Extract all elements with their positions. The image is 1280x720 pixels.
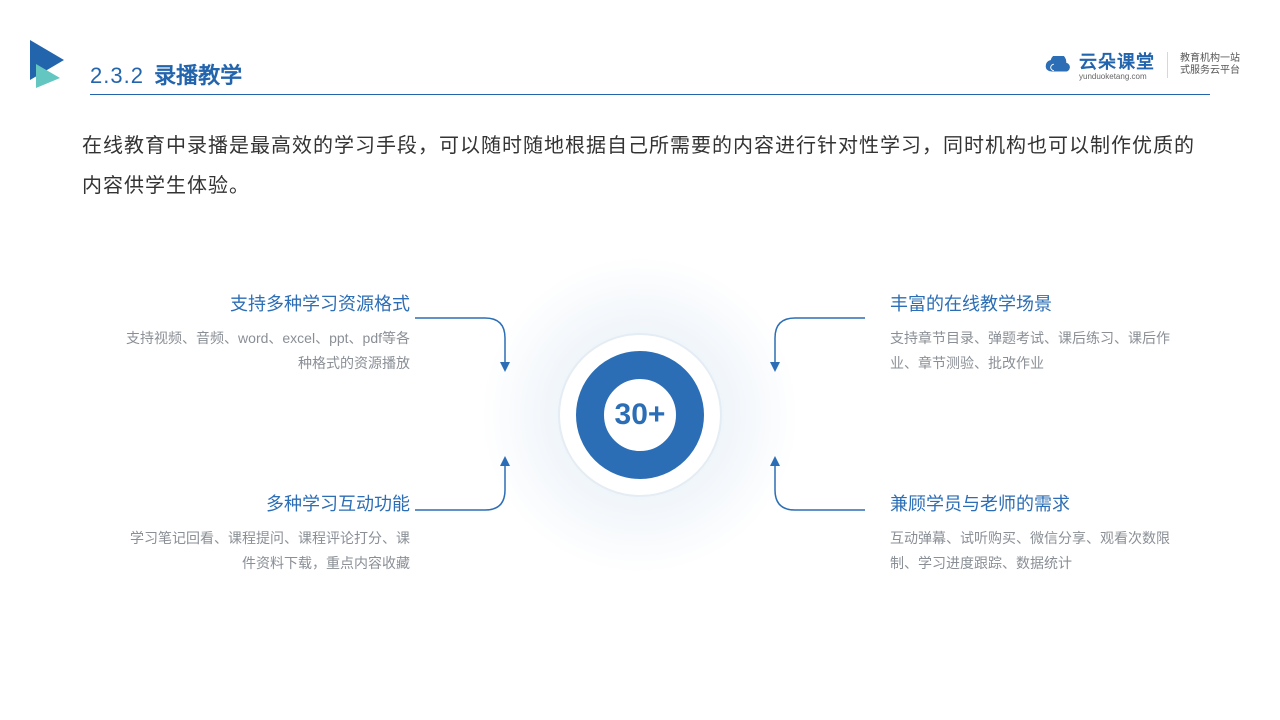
feature-title: 丰富的在线教学场景 <box>890 290 1180 316</box>
brand-text-block: 云朵课堂 yunduoketang.com <box>1079 48 1155 81</box>
cloud-icon <box>1045 56 1071 74</box>
brand-tagline-line1: 教育机构一站 <box>1180 53 1240 65</box>
brand-logo: 云朵课堂 yunduoketang.com 教育机构一站 式服务云平台 <box>1045 48 1240 81</box>
feature-desc: 支持章节目录、弹题考试、课后练习、课后作业、章节测验、批改作业 <box>890 326 1180 376</box>
feature-desc: 支持视频、音频、word、excel、ppt、pdf等各种格式的资源播放 <box>120 326 410 376</box>
ring-outer: 30+ <box>560 335 720 495</box>
header-underline <box>90 94 1210 95</box>
feature-top-right: 丰富的在线教学场景 支持章节目录、弹题考试、课后练习、课后作业、章节测验、批改作… <box>890 290 1180 376</box>
play-icon <box>30 40 74 88</box>
feature-top-left: 支持多种学习资源格式 支持视频、音频、word、excel、ppt、pdf等各种… <box>120 290 410 376</box>
section-title: 录播教学 <box>154 63 242 88</box>
center-ring: 30+ <box>560 335 720 495</box>
logo-divider <box>1167 52 1168 78</box>
brand-name: 云朵课堂 <box>1079 52 1155 72</box>
slide: 2.3.2 录播教学 云朵课堂 yunduoketang.com 教育机构一站 … <box>0 0 1280 720</box>
section-number: 2.3.2 <box>90 63 144 88</box>
feature-bottom-left: 多种学习互动功能 学习笔记回看、课程提问、课程评论打分、课件资料下载，重点内容收… <box>120 490 410 576</box>
feature-desc: 互动弹幕、试听购买、微信分享、观看次数限制、学习进度跟踪、数据统计 <box>890 526 1180 576</box>
feature-title: 兼顾学员与老师的需求 <box>890 490 1180 516</box>
feature-bottom-right: 兼顾学员与老师的需求 互动弹幕、试听购买、微信分享、观看次数限制、学习进度跟踪、… <box>890 490 1180 576</box>
feature-title: 支持多种学习资源格式 <box>120 290 410 316</box>
section-label: 2.3.2 录播教学 <box>90 58 242 90</box>
brand-tagline: 教育机构一站 式服务云平台 <box>1180 53 1240 77</box>
feature-title: 多种学习互动功能 <box>120 490 410 516</box>
brand-url: yunduoketang.com <box>1079 72 1155 81</box>
ring: 30+ <box>576 351 704 479</box>
ring-label: 30+ <box>615 398 666 432</box>
intro-paragraph: 在线教育中录播是最高效的学习手段，可以随时随地根据自己所需要的内容进行针对性学习… <box>82 126 1202 206</box>
brand-tagline-line2: 式服务云平台 <box>1180 65 1240 77</box>
feature-desc: 学习笔记回看、课程提问、课程评论打分、课件资料下载，重点内容收藏 <box>120 526 410 576</box>
